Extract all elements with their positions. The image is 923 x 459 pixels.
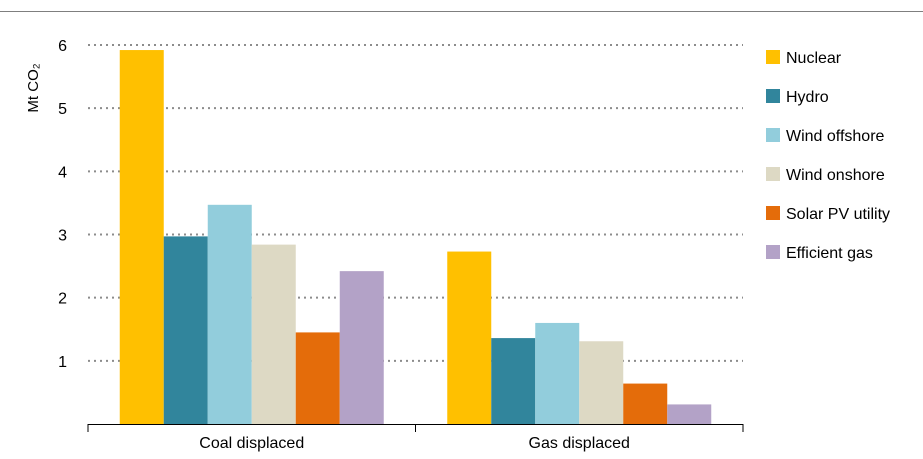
bar-hydro-gas-displaced	[491, 338, 536, 424]
top-rule	[0, 11, 923, 12]
legend: Nuclear Hydro Wind offshore Wind onshore Sol…	[766, 50, 890, 262]
bar-efficient-gas-coal-displaced	[339, 271, 384, 424]
legend-label: Nuclear	[786, 50, 842, 67]
bar-nuclear-coal-displaced	[119, 50, 164, 424]
legend-label: Wind onshore	[786, 167, 885, 184]
bar-efficient-gas-gas-displaced	[667, 404, 712, 424]
y-tick-label: 3	[58, 228, 67, 245]
legend-label: Efficient gas	[786, 245, 873, 262]
bar-wind-onshore-coal-displaced	[251, 244, 296, 424]
bar-wind-offshore-gas-displaced	[535, 322, 580, 424]
y-tick-label: 1	[58, 354, 67, 371]
category-labels: Coal displaced Gas displaced	[199, 435, 630, 452]
bar-solar-pv-utility-gas-displaced	[623, 383, 668, 424]
bar-wind-onshore-gas-displaced	[579, 341, 624, 424]
y-tick-label: 4	[58, 164, 67, 181]
x-axis	[87, 424, 744, 432]
legend-label: Wind offshore	[786, 128, 885, 145]
legend-label: Solar PV utility	[786, 206, 890, 223]
legend-swatch	[766, 89, 780, 103]
y-tick-labels: 1 2 3 4 5 6	[58, 38, 67, 371]
y-tick-label: 6	[58, 38, 67, 55]
category-label: Coal displaced	[199, 435, 304, 452]
y-tick-label: 5	[58, 101, 67, 118]
bar-nuclear-gas-displaced	[447, 251, 492, 424]
legend-swatch	[766, 245, 780, 259]
bars	[119, 50, 712, 424]
legend-swatch	[766, 50, 780, 64]
legend-swatch	[766, 206, 780, 220]
category-label: Gas displaced	[529, 435, 630, 452]
legend-swatch	[766, 167, 780, 181]
legend-label: Hydro	[786, 89, 829, 106]
bar-solar-pv-utility-coal-displaced	[295, 332, 340, 424]
bar-hydro-coal-displaced	[163, 236, 208, 424]
y-tick-label: 2	[58, 291, 67, 308]
legend-swatch	[766, 128, 780, 142]
y-axis-label: Mt CO₂	[25, 63, 42, 112]
bar-wind-offshore-coal-displaced	[207, 204, 252, 424]
